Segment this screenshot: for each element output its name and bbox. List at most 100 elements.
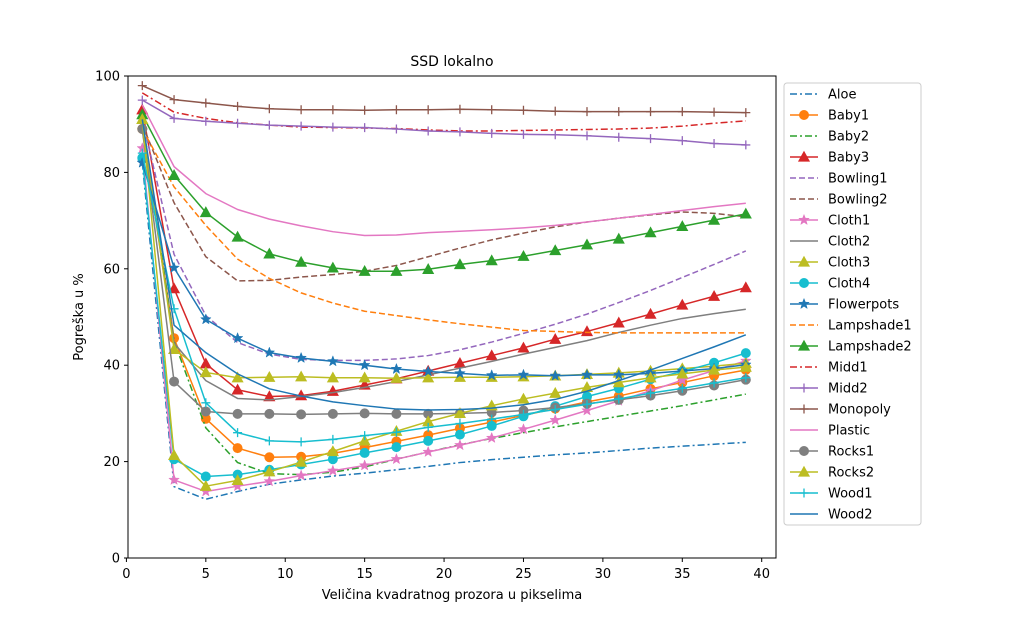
data-point-midd2 [201,116,211,126]
data-point-lampshade2 [390,264,403,276]
legend-item-monopoly: Monopoly [790,403,891,418]
data-point-monopoly [360,105,370,115]
data-point-wood1 [201,398,211,408]
x-axis: 0 5 10 15 20 25 30 35 40 [122,558,770,582]
legend-item-bowling2: Bowling2 [790,193,888,208]
data-point-cloth3 [295,370,308,382]
legend-marker [798,297,810,310]
legend-label: Cloth3 [828,256,870,271]
data-point-lampshade2 [326,261,339,273]
data-point-lampshade2 [199,206,212,218]
series-midd2 [137,95,751,150]
data-point-baby3 [580,325,594,337]
data-point-midd2 [169,113,179,123]
chart-title: SSD lokalno [410,54,493,70]
legend-item-cloth1: Cloth1 [790,214,870,229]
data-point-rocks2 [326,445,339,457]
legend-item-baby3: Baby3 [790,151,869,166]
legend-item-rocks1: Rocks1 [790,445,874,460]
data-point-flowerpots [581,368,593,380]
data-point-monopoly [423,105,433,115]
series-lampshade1 [141,128,746,334]
data-point-baby3 [263,390,276,402]
data-point-baby3 [612,316,625,328]
data-point-monopoly [614,107,624,117]
data-point-wood1 [391,427,401,437]
data-point-midd2 [614,132,624,142]
data-point-cloth4 [423,435,434,446]
data-point-cloth1 [485,431,498,444]
legend-label: Rocks2 [828,466,874,481]
data-point-monopoly [233,101,243,111]
x-tick-label: 15 [356,567,373,582]
legend-label: Cloth4 [828,277,870,292]
x-tick-label: 35 [674,567,691,582]
x-tick-label: 40 [753,567,770,582]
data-point-monopoly [646,107,656,117]
legend-marker [799,110,809,120]
data-point-cloth3 [199,366,212,378]
data-point-lampshade2 [231,230,244,242]
data-point-cloth3 [422,371,435,383]
legend-label: Flowerpots [828,298,899,313]
legend-label: Bowling2 [828,193,888,208]
data-point-midd2 [741,140,751,150]
data-point-midd2 [518,129,528,139]
x-tick-label: 25 [515,567,532,582]
series-bowling1 [141,119,747,362]
legend-label: Lampshade2 [828,340,912,355]
legend-label: Midd1 [828,361,868,376]
legend-marker [797,465,811,477]
legend-label: Wood1 [828,487,873,502]
data-point-cloth1 [549,413,562,426]
data-point-rocks1 [391,408,402,419]
data-point-rocks2 [168,449,181,460]
data-point-baby3 [708,290,721,301]
legend-item-flowerpots: Flowerpots [790,298,899,313]
legend-label: Baby1 [828,109,869,124]
data-point-cloth1 [326,464,339,476]
data-point-cloth1 [454,438,466,451]
legend-label: Plastic [828,424,870,439]
data-point-baby3 [739,281,752,293]
data-point-rocks1 [327,408,338,419]
data-point-wood1 [328,434,338,444]
legend-item-baby2: Baby2 [790,130,869,145]
data-point-rocks2 [708,363,721,375]
data-point-midd2 [455,127,465,137]
data-point-rocks2 [199,479,212,491]
data-point-flowerpots [326,355,339,367]
legend-marker [799,446,809,456]
data-point-midd2 [391,124,401,134]
data-point-cloth3 [263,371,276,382]
data-point-midd2 [550,130,560,140]
data-point-rocks2 [644,371,657,383]
series-line-lampshade1 [141,128,746,334]
data-point-lampshade2 [517,250,530,261]
legend-item-plastic: Plastic [790,424,870,439]
plot-area [127,75,777,559]
data-point-lampshade2 [422,263,435,274]
data-point-flowerpots [454,367,466,379]
data-point-rocks2 [263,465,276,477]
data-point-cloth1 [422,445,435,457]
data-point-wood1 [677,383,687,393]
data-point-cloth1 [263,475,276,487]
data-point-cloth4 [454,429,465,440]
legend-label: Midd2 [828,382,868,397]
data-point-monopoly [296,105,306,115]
data-point-cloth3 [168,343,181,354]
legend-label: Rocks1 [828,445,874,460]
series-line-lampshade2 [141,114,746,272]
data-point-wood1 [455,419,465,429]
data-point-flowerpots [485,369,498,381]
legend-label: Baby2 [828,130,869,145]
legend: Aloe Baby1 Baby2 Baby3 Bowling1 Bowling2 Cloth… [783,82,922,526]
series-line-bowling1 [141,119,747,362]
x-tick-label: 10 [277,567,294,582]
legend-marker [799,383,809,393]
data-point-flowerpots [231,331,244,344]
data-point-flowerpots [263,346,276,358]
x-tick-label: 5 [202,567,210,582]
